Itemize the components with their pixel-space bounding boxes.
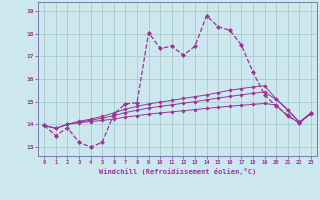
X-axis label: Windchill (Refroidissement éolien,°C): Windchill (Refroidissement éolien,°C) xyxy=(99,168,256,175)
